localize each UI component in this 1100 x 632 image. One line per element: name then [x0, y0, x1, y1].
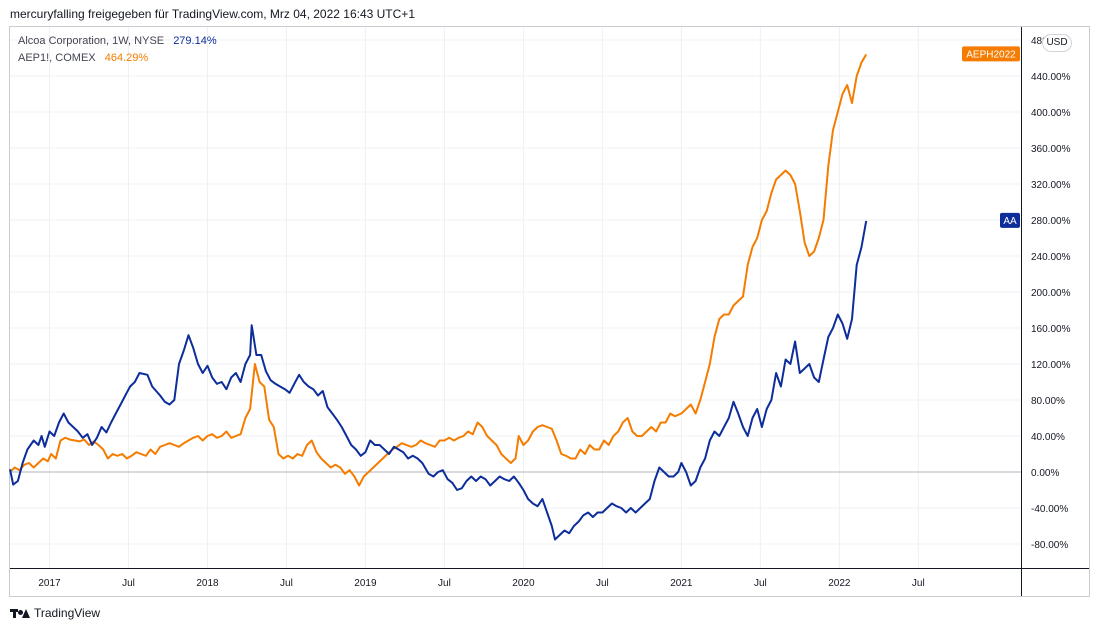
x-tick-label: 2020 — [512, 578, 535, 589]
legend-name: AEP1!, COMEX — [18, 52, 96, 64]
y-tick-label: 40.00% — [1031, 432, 1065, 443]
x-tick-label: Jul — [438, 578, 451, 589]
y-tick-label: 240.00% — [1031, 252, 1071, 263]
y-tick-label: -40.00% — [1031, 504, 1068, 515]
x-tick-label: Jul — [596, 578, 609, 589]
x-tick-label: Jul — [912, 578, 925, 589]
tradingview-logo-icon — [10, 607, 30, 619]
x-tick-label: 2019 — [354, 578, 377, 589]
legend-item-aep[interactable]: AEP1!, COMEX 464.29% — [18, 52, 148, 64]
grid-lines — [10, 27, 1021, 568]
x-tick-label: Jul — [754, 578, 767, 589]
legend-value: 464.29% — [104, 52, 149, 64]
legend-value: 279.14% — [173, 35, 217, 47]
y-axis: 480.00%440.00%400.00%360.00%320.00%280.0… — [1021, 27, 1071, 596]
chart-attribution: mercuryfalling freigegeben für TradingVi… — [10, 7, 415, 21]
y-tick-label: -80.00% — [1031, 540, 1068, 551]
price-tag-aep-label: AEPH2022 — [966, 49, 1016, 60]
x-axis: 2017 Jul 2018 Jul 2019 Jul 2020 Jul 2021 Jul 2022 J… — [10, 568, 1089, 589]
y-tick-label: 320.00% — [1031, 180, 1071, 191]
footer: TradingView — [10, 606, 100, 620]
y-tick-label: 400.00% — [1031, 108, 1071, 119]
x-tick-label: 2018 — [196, 578, 219, 589]
y-tick-label: 160.00% — [1031, 324, 1071, 335]
x-tick-label: 2022 — [828, 578, 851, 589]
y-tick-label: 360.00% — [1031, 144, 1071, 155]
series-line — [9, 220, 868, 541]
footer-brand: TradingView — [34, 606, 101, 620]
price-tag-aep — [962, 46, 1020, 62]
chart-frame — [9, 26, 1090, 597]
series-lines — [9, 53, 868, 541]
y-tick-label: 0.00% — [1031, 468, 1059, 479]
x-tick-label: Jul — [280, 578, 293, 589]
legend-name: Alcoa Corporation, 1W, NYSE — [18, 35, 165, 47]
y-tick-label: 120.00% — [1031, 360, 1071, 371]
price-tag-aa — [1000, 212, 1020, 228]
legend-item-alcoa[interactable]: Alcoa Corporation, 1W, NYSE 279.14% — [18, 35, 217, 47]
y-tick-label: 200.00% — [1031, 288, 1071, 299]
y-tick-label: 280.00% — [1031, 216, 1071, 227]
x-tick-label: 2021 — [670, 578, 693, 589]
price-tag-aa-label: AA — [1003, 216, 1017, 227]
x-tick-label: 2017 — [38, 578, 61, 589]
y-tick-label: 80.00% — [1031, 396, 1065, 407]
y-tick-label: 440.00% — [1031, 72, 1071, 83]
series-line — [9, 53, 868, 487]
x-tick-label: Jul — [122, 578, 135, 589]
currency-button[interactable]: USD — [1042, 34, 1072, 52]
price-tags: AEPH2022 AA — [962, 46, 1020, 228]
